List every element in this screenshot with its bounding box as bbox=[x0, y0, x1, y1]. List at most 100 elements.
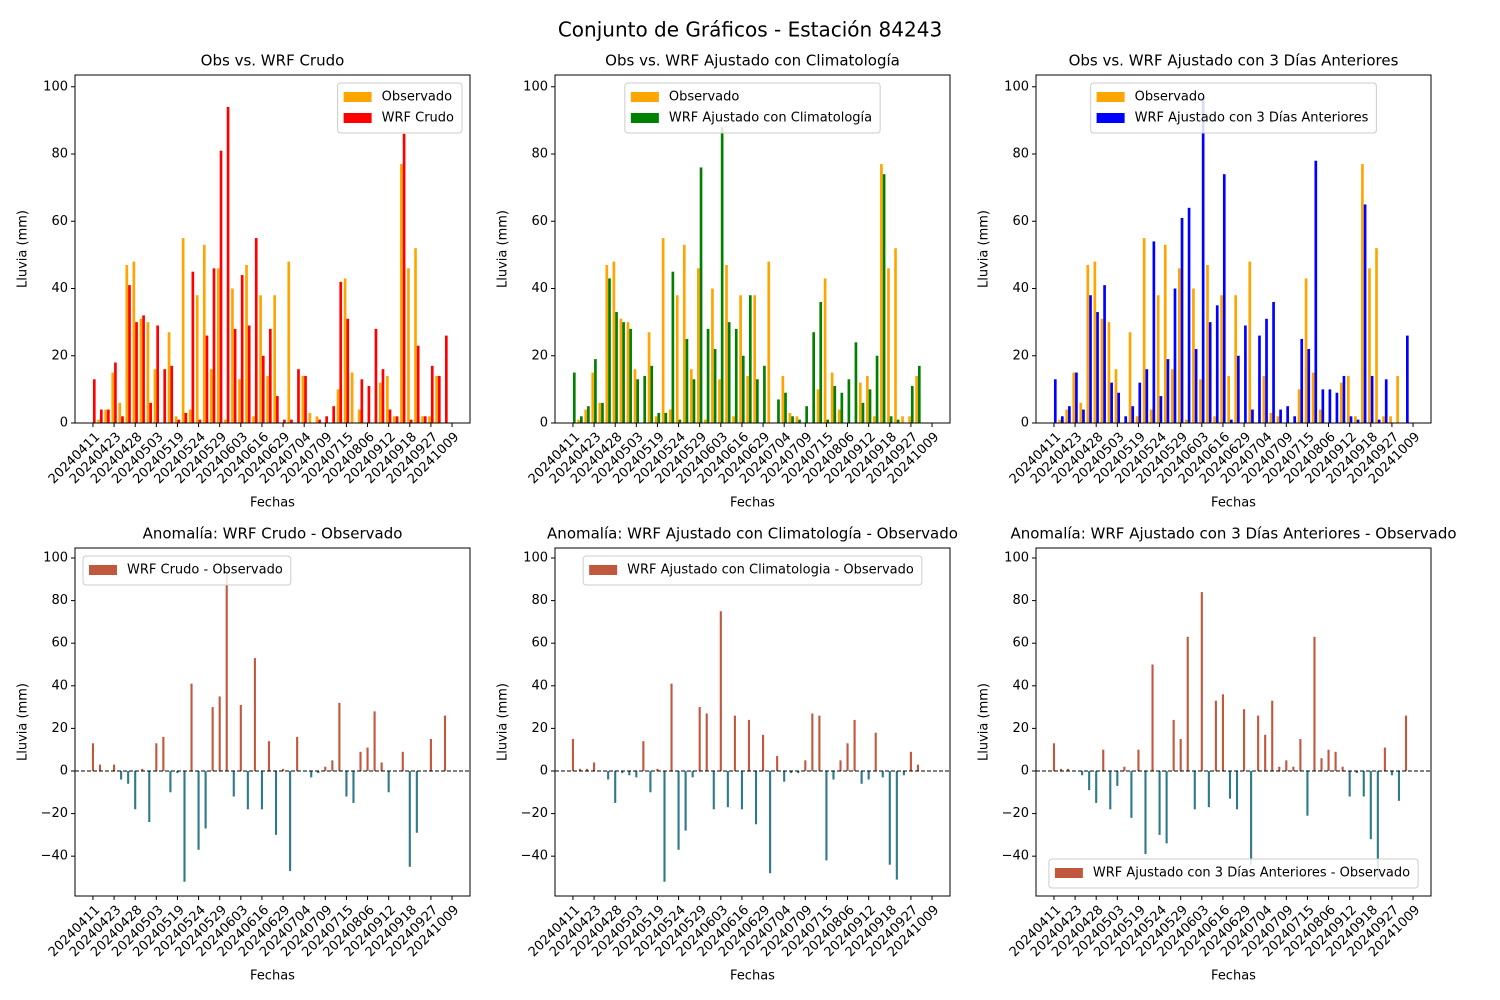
bar bbox=[1257, 715, 1260, 771]
x-axis-label: Fechas bbox=[730, 496, 775, 511]
bar bbox=[1348, 770, 1351, 797]
bar bbox=[1369, 770, 1372, 840]
bar bbox=[733, 715, 736, 771]
bar bbox=[1320, 758, 1323, 771]
legend-swatch bbox=[630, 92, 659, 102]
bar bbox=[711, 288, 714, 423]
bar bbox=[421, 416, 424, 423]
bar bbox=[1221, 694, 1224, 771]
bar bbox=[1271, 700, 1274, 771]
bar bbox=[254, 238, 258, 423]
bar bbox=[146, 322, 150, 423]
bar bbox=[784, 392, 787, 423]
bar bbox=[343, 278, 347, 423]
legend-swatch bbox=[89, 565, 117, 575]
bar bbox=[380, 762, 383, 771]
y-tick-label: 60 bbox=[51, 636, 68, 651]
bar bbox=[212, 268, 216, 423]
bar bbox=[99, 409, 103, 423]
y-tick-label: 0 bbox=[540, 763, 548, 778]
bar bbox=[858, 382, 862, 423]
bar bbox=[92, 379, 96, 423]
bar bbox=[386, 375, 389, 423]
bar bbox=[1237, 355, 1240, 423]
bar bbox=[1149, 409, 1153, 423]
bar bbox=[629, 328, 632, 423]
y-tick-label: 100 bbox=[43, 79, 68, 94]
bar bbox=[1194, 349, 1198, 423]
bar bbox=[1208, 322, 1212, 423]
y-tick-label: 20 bbox=[51, 721, 68, 736]
bar bbox=[1159, 396, 1163, 423]
bar bbox=[240, 275, 244, 423]
bar bbox=[366, 747, 369, 771]
bar bbox=[804, 760, 807, 771]
bar bbox=[1102, 749, 1105, 771]
bar bbox=[909, 751, 912, 771]
bar bbox=[274, 770, 278, 835]
bar bbox=[149, 402, 152, 423]
bar bbox=[1109, 770, 1112, 810]
bar bbox=[135, 322, 138, 423]
y-tick-label: 20 bbox=[51, 348, 68, 363]
bar bbox=[1243, 709, 1246, 771]
bar bbox=[224, 419, 227, 423]
bar bbox=[134, 770, 137, 810]
bar bbox=[880, 164, 883, 424]
bar bbox=[170, 365, 174, 423]
y-tick-label: 60 bbox=[531, 636, 548, 651]
bar bbox=[378, 382, 382, 423]
bar bbox=[1376, 770, 1379, 880]
bar bbox=[415, 770, 418, 833]
bar bbox=[1213, 416, 1216, 423]
bar bbox=[395, 416, 399, 423]
bar bbox=[339, 281, 343, 423]
bar bbox=[1251, 409, 1254, 423]
bar bbox=[587, 406, 590, 423]
panel-title: Obs vs. WRF Crudo bbox=[201, 52, 345, 70]
bar bbox=[400, 164, 403, 424]
bar bbox=[1279, 409, 1282, 423]
bar bbox=[739, 295, 742, 423]
bar bbox=[1356, 419, 1360, 423]
bar bbox=[443, 715, 447, 771]
bar bbox=[128, 285, 131, 423]
bar bbox=[781, 375, 785, 423]
bar bbox=[1107, 322, 1111, 423]
bar bbox=[1354, 416, 1357, 423]
bar bbox=[1258, 335, 1261, 423]
bar bbox=[763, 365, 766, 423]
bar bbox=[1100, 318, 1104, 423]
bar bbox=[408, 770, 411, 867]
bar bbox=[805, 406, 808, 423]
bar bbox=[642, 741, 645, 771]
bar bbox=[839, 760, 842, 771]
legend-swatch bbox=[1054, 868, 1083, 878]
bar bbox=[882, 174, 886, 423]
legend-label: WRF Crudo bbox=[382, 111, 454, 126]
bar bbox=[374, 328, 378, 423]
y-axis-label: Lluvia (mm) bbox=[496, 210, 511, 288]
bar bbox=[1207, 770, 1210, 808]
bar bbox=[697, 268, 700, 423]
bar bbox=[916, 764, 920, 771]
bar bbox=[577, 419, 580, 423]
bar bbox=[1135, 416, 1139, 423]
bar bbox=[259, 295, 262, 423]
bar bbox=[266, 375, 269, 423]
bar bbox=[1123, 766, 1126, 771]
bar bbox=[1228, 770, 1232, 799]
bar bbox=[594, 359, 597, 423]
bar bbox=[1093, 261, 1097, 423]
y-tick-label: −40 bbox=[521, 849, 548, 864]
bar bbox=[324, 766, 327, 771]
bar bbox=[650, 365, 654, 423]
bar bbox=[345, 770, 348, 797]
bar bbox=[860, 770, 863, 784]
bar bbox=[1341, 766, 1344, 771]
legend-swatch bbox=[343, 92, 372, 102]
bar bbox=[1117, 392, 1120, 423]
bar bbox=[684, 770, 687, 831]
legend-label: WRF Crudo - Observado bbox=[127, 563, 283, 578]
bar bbox=[332, 406, 336, 423]
